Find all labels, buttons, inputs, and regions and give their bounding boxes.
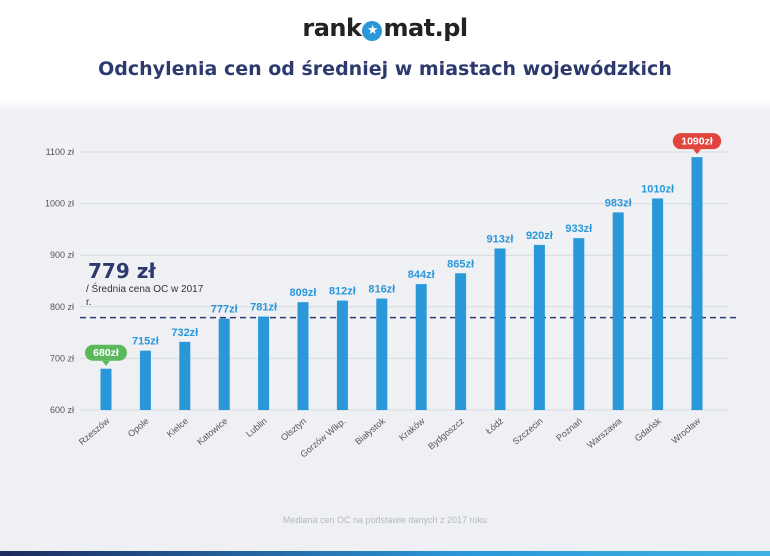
x-tick-label: Gdańsk xyxy=(633,416,664,444)
average-value: 779 zł xyxy=(88,259,156,283)
bar xyxy=(415,284,427,410)
x-tick-label: Szczecin xyxy=(511,416,545,447)
x-tick-label: Poznań xyxy=(554,416,584,443)
data-label: 816zł xyxy=(368,284,395,296)
bar xyxy=(100,368,112,410)
x-tick-label: Warszawa xyxy=(585,416,623,450)
bar xyxy=(139,350,151,410)
x-tick-label: Bydgoszcz xyxy=(426,416,466,452)
logo-text-left: rank xyxy=(302,14,362,42)
bar xyxy=(691,157,703,410)
x-tick-label: Kielce xyxy=(165,416,190,439)
bar xyxy=(376,298,388,410)
bottom-accent-bar xyxy=(0,551,770,556)
bar xyxy=(494,248,506,410)
bar xyxy=(652,198,664,410)
bar xyxy=(533,244,545,410)
bar xyxy=(258,316,270,410)
data-label: 715zł xyxy=(132,336,159,348)
data-label: 1010zł xyxy=(641,183,674,195)
bar xyxy=(297,302,309,410)
y-tick-label: 700 zł xyxy=(50,353,74,363)
chart-title: Odchylenia cen od średniej w miastach wo… xyxy=(98,58,672,80)
data-label: 680zł xyxy=(93,347,119,359)
x-tick-label: Katowice xyxy=(195,416,229,447)
data-label: 812zł xyxy=(329,286,356,298)
star-icon: ★ xyxy=(362,21,383,41)
data-label: 844zł xyxy=(408,269,435,281)
data-label: 865zł xyxy=(447,258,474,270)
data-label: 777zł xyxy=(211,304,238,316)
x-tick-label: Olsztyn xyxy=(279,416,308,443)
data-label: 781zł xyxy=(250,302,277,314)
data-label: 933zł xyxy=(565,223,592,235)
badge-pointer xyxy=(102,360,110,366)
x-tick-label: Białystok xyxy=(353,416,387,447)
data-label: 920zł xyxy=(526,230,553,242)
y-tick-label: 1100 zł xyxy=(46,147,74,157)
average-label: / Średnia cena OC w 2017 r. xyxy=(86,284,204,308)
y-tick-label: 800 zł xyxy=(50,302,74,312)
bar xyxy=(573,238,585,410)
x-tick-label: Łódź xyxy=(484,416,506,437)
x-tick-label: Lublin xyxy=(244,416,269,439)
bar xyxy=(455,273,467,410)
value-badge xyxy=(672,133,722,150)
value-badge xyxy=(85,344,127,361)
bar xyxy=(612,212,624,410)
y-tick-label: 1000 zł xyxy=(45,199,74,209)
data-label: 809zł xyxy=(290,287,317,299)
data-label: 1090zł xyxy=(681,136,713,148)
y-tick-label: 600 zł xyxy=(50,405,74,415)
bar xyxy=(218,318,230,410)
x-tick-label: Opole xyxy=(126,416,151,439)
x-tick-label: Wrocław xyxy=(670,416,703,446)
badge-pointer xyxy=(693,149,701,155)
data-label: 732zł xyxy=(171,327,198,339)
x-tick-label: Rzeszów xyxy=(77,416,112,447)
bar xyxy=(179,341,191,410)
footnote: Mediana cen OC na podstawie danych z 201… xyxy=(282,515,488,525)
logo: rank ★ mat.pl xyxy=(0,14,770,42)
data-label: 913zł xyxy=(487,233,514,245)
bar xyxy=(336,300,348,410)
logo-text-right: mat.pl xyxy=(383,14,468,42)
data-label: 983zł xyxy=(605,197,632,209)
x-tick-label: Kraków xyxy=(397,416,427,443)
y-tick-label: 900 zł xyxy=(50,250,74,260)
